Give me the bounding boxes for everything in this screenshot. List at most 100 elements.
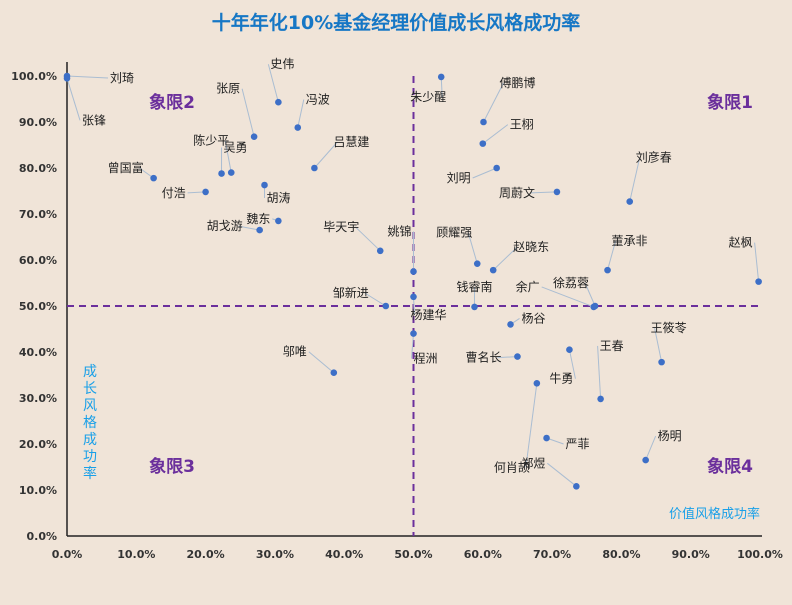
quadrant-label: 象限3 <box>149 456 195 477</box>
x-tick-label: 20.0% <box>187 548 225 561</box>
point-label: 邬唯 <box>283 344 307 359</box>
leader-line <box>467 232 478 264</box>
point-label: 顾耀强 <box>436 226 472 240</box>
data-point <box>261 181 268 189</box>
data-point <box>626 198 634 205</box>
x-tick-label: 70.0% <box>533 548 571 561</box>
y-tick-label: 10.0% <box>19 484 57 497</box>
point-label: 董承非 <box>612 234 648 248</box>
y-axis-label-char: 长 <box>83 381 97 397</box>
point-label: 史伟 <box>270 57 294 71</box>
x-tick-label: 40.0% <box>325 548 363 561</box>
y-axis-label-char: 功 <box>83 449 97 465</box>
data-point <box>553 188 561 196</box>
y-tick-label: 20.0% <box>19 438 57 451</box>
point-label: 张锋 <box>82 113 106 127</box>
point-label: 王春 <box>600 339 624 353</box>
point-label: 胡涛 <box>266 190 290 205</box>
point-label: 张原 <box>216 82 240 96</box>
y-tick-label: 50.0% <box>19 300 57 313</box>
leader-line <box>497 356 518 359</box>
data-point <box>642 456 649 464</box>
point-label: 陈少平 <box>193 133 229 148</box>
leader-line <box>530 191 557 194</box>
leader-line <box>645 435 657 461</box>
point-label: 郑煜 <box>521 455 545 470</box>
point-label: 徐荔蓉 <box>553 275 589 290</box>
leader-line <box>525 383 538 468</box>
point-label: 刘明 <box>447 171 471 185</box>
leader-line <box>607 240 617 271</box>
data-point <box>566 346 573 354</box>
leader-line <box>472 167 497 179</box>
y-axis-label-char: 格 <box>83 415 97 431</box>
y-axis-label: 成长风格成功率 <box>83 364 97 482</box>
y-tick-label: 70.0% <box>19 208 57 221</box>
chart-title: 十年年化10%基金经理价值成长风格成功率 <box>212 11 580 34</box>
leader-line <box>66 78 81 121</box>
data-point <box>489 266 497 274</box>
data-point <box>480 118 487 126</box>
point-label: 刘彦春 <box>636 150 672 165</box>
point-label: 傅鹏博 <box>499 75 535 90</box>
y-axis-label-char: 率 <box>83 465 97 482</box>
leader-line <box>354 226 381 252</box>
data-point <box>533 379 541 387</box>
data-point <box>573 483 580 490</box>
data-point <box>256 226 263 234</box>
y-axis-label-char: 成 <box>83 432 97 448</box>
data-point <box>597 395 604 403</box>
data-point <box>275 98 282 106</box>
x-tick-label: 60.0% <box>464 548 502 561</box>
leader-line <box>238 225 260 231</box>
leader-line <box>364 292 387 307</box>
x-tick-label: 10.0% <box>117 548 155 561</box>
data-point <box>437 73 445 81</box>
data-point <box>275 217 282 225</box>
quadrant-label: 象限2 <box>149 92 195 113</box>
leader-line <box>597 345 602 399</box>
point-label: 曾国富 <box>108 160 144 175</box>
leader-line <box>541 286 594 308</box>
data-point <box>543 434 550 442</box>
point-label: 付浩 <box>162 186 186 200</box>
x-tick-label: 50.0% <box>394 548 432 561</box>
data-point <box>507 321 514 328</box>
y-axis-label-char: 风 <box>83 398 97 414</box>
leader-line <box>654 328 663 363</box>
x-tick-label: 100.0% <box>737 548 783 561</box>
data-point <box>150 174 157 182</box>
y-tick-label: 100.0% <box>11 70 57 83</box>
leader-line <box>584 282 596 307</box>
data-point <box>63 75 71 82</box>
x-tick-label: 30.0% <box>256 548 294 561</box>
x-tick-label: 80.0% <box>602 548 640 561</box>
data-point <box>658 358 665 366</box>
point-label: 王筱苓 <box>651 320 687 335</box>
point-label: 王栩 <box>510 117 534 132</box>
point-label: 赵枫 <box>729 235 753 250</box>
leader-line <box>629 157 641 202</box>
leader-line <box>224 140 232 173</box>
point-label: 刘琦 <box>110 71 134 85</box>
point-label: 钱睿南 <box>456 279 492 294</box>
point-label: 胡戈游 <box>207 219 243 233</box>
y-tick-label: 0.0% <box>26 530 57 543</box>
data-point <box>294 124 302 131</box>
data-point <box>311 164 318 172</box>
y-tick-labels: 0.0% 10.0% 20.0% 30.0% 40.0% 50.0% 60.0% 70.0% 8… <box>11 70 57 543</box>
y-tick-label: 30.0% <box>19 392 57 405</box>
x-axis-label: 价值风格成功率 <box>669 506 760 522</box>
x-tick-labels: 0.0% 10.0% 20.0% 30.0% 40.0% 50.0% 60.0% 70.0% 8… <box>52 548 783 561</box>
data-point <box>591 302 599 310</box>
data-point <box>250 133 258 141</box>
point-label: 冯波 <box>306 93 330 107</box>
point-label: 何肖颉 <box>494 460 530 474</box>
leader-line <box>267 64 279 103</box>
y-axis-label-char: 成 <box>83 364 97 380</box>
point-label: 吕慧建 <box>333 134 369 149</box>
leader-line <box>314 141 338 169</box>
leader-line <box>492 246 518 271</box>
